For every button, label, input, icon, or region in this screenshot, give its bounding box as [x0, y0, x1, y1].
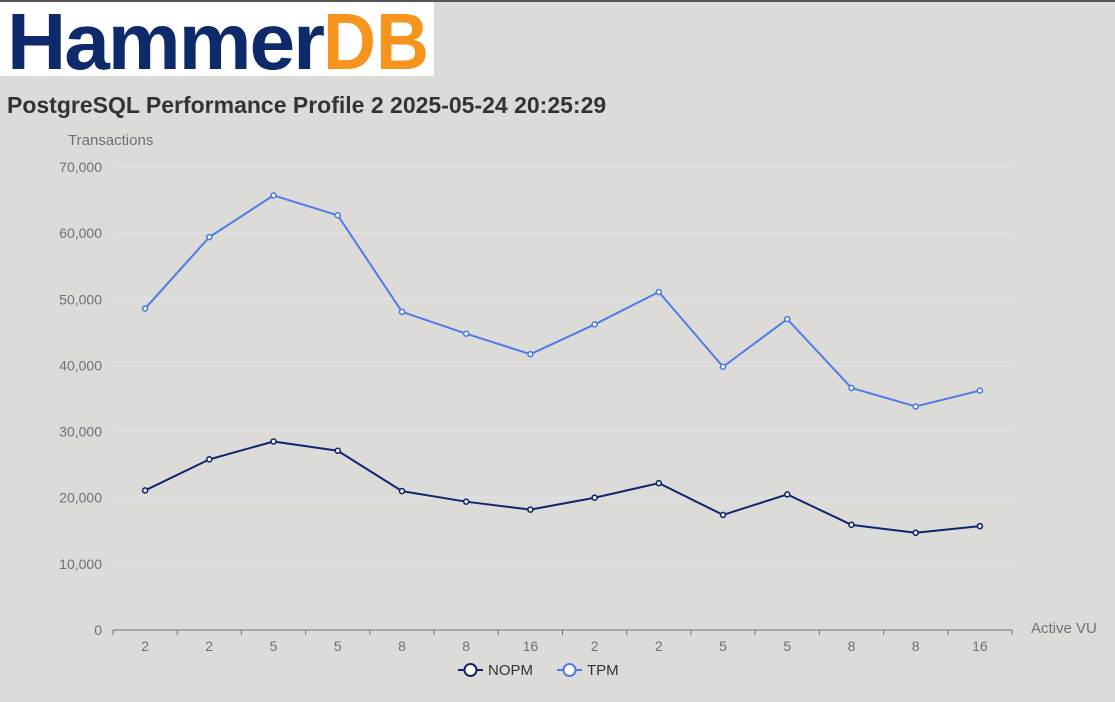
tpm-data-point [977, 388, 982, 393]
x-tick-label: 8 [912, 638, 920, 654]
tpm-data-point [207, 235, 212, 240]
tpm-data-point [464, 331, 469, 336]
tpm-data-point [721, 364, 726, 369]
x-tick-label: 16 [523, 638, 539, 654]
x-tick-label: 2 [655, 638, 663, 654]
x-tick-label: 5 [334, 638, 342, 654]
x-tick-label: 8 [462, 638, 470, 654]
legend-marker-tpm [564, 664, 576, 676]
y-tick-label: 20,000 [59, 490, 102, 506]
tpm-data-point [913, 404, 918, 409]
legend-item-tpm: TPM [557, 662, 619, 679]
nopm-series-line [145, 441, 980, 532]
x-tick-label: 2 [591, 638, 599, 654]
y-tick-label: 60,000 [59, 225, 102, 241]
nopm-data-point [592, 495, 597, 500]
y-tick-label: 30,000 [59, 424, 102, 440]
nopm-data-point [528, 507, 533, 512]
legend-marker-nopm [465, 664, 477, 676]
nopm-data-point [143, 488, 148, 493]
x-tick-label: 5 [719, 638, 727, 654]
nopm-data-point [913, 530, 918, 535]
nopm-data-point [849, 522, 854, 527]
x-tick-label: 5 [783, 638, 791, 654]
y-tick-label: 70,000 [59, 159, 102, 175]
tpm-data-point [271, 193, 276, 198]
y-tick-label: 40,000 [59, 357, 102, 373]
nopm-data-point [785, 492, 790, 497]
x-tick-label: 16 [972, 638, 988, 654]
y-tick-label: 10,000 [59, 556, 102, 572]
tpm-data-point [592, 322, 597, 327]
tpm-data-point [785, 317, 790, 322]
x-axis-title: Active VU [1031, 620, 1097, 637]
y-tick-label: 50,000 [59, 291, 102, 307]
tpm-data-point [335, 213, 340, 218]
nopm-data-point [271, 439, 276, 444]
legend-label-tpm: TPM [587, 662, 619, 679]
nopm-data-point [207, 457, 212, 462]
nopm-data-point [721, 512, 726, 517]
legend-label-nopm: NOPM [488, 662, 533, 679]
x-tick-label: 2 [141, 638, 149, 654]
x-tick-label: 5 [270, 638, 278, 654]
x-tick-label: 8 [848, 638, 856, 654]
tpm-data-point [399, 309, 404, 314]
tpm-data-point [656, 290, 661, 295]
tpm-data-point [143, 306, 148, 311]
tpm-series-line [145, 195, 980, 406]
nopm-data-point [656, 481, 661, 486]
y-tick-label: 0 [94, 622, 102, 638]
legend-item-nopm: NOPM [458, 662, 533, 679]
tpm-data-point [528, 352, 533, 357]
nopm-data-point [335, 448, 340, 453]
x-tick-label: 2 [205, 638, 213, 654]
x-tick-label: 8 [398, 638, 406, 654]
nopm-data-point [399, 489, 404, 494]
nopm-data-point [464, 499, 469, 504]
nopm-data-point [977, 524, 982, 529]
tpm-data-point [849, 385, 854, 390]
y-axis-title: Transactions [68, 132, 153, 149]
